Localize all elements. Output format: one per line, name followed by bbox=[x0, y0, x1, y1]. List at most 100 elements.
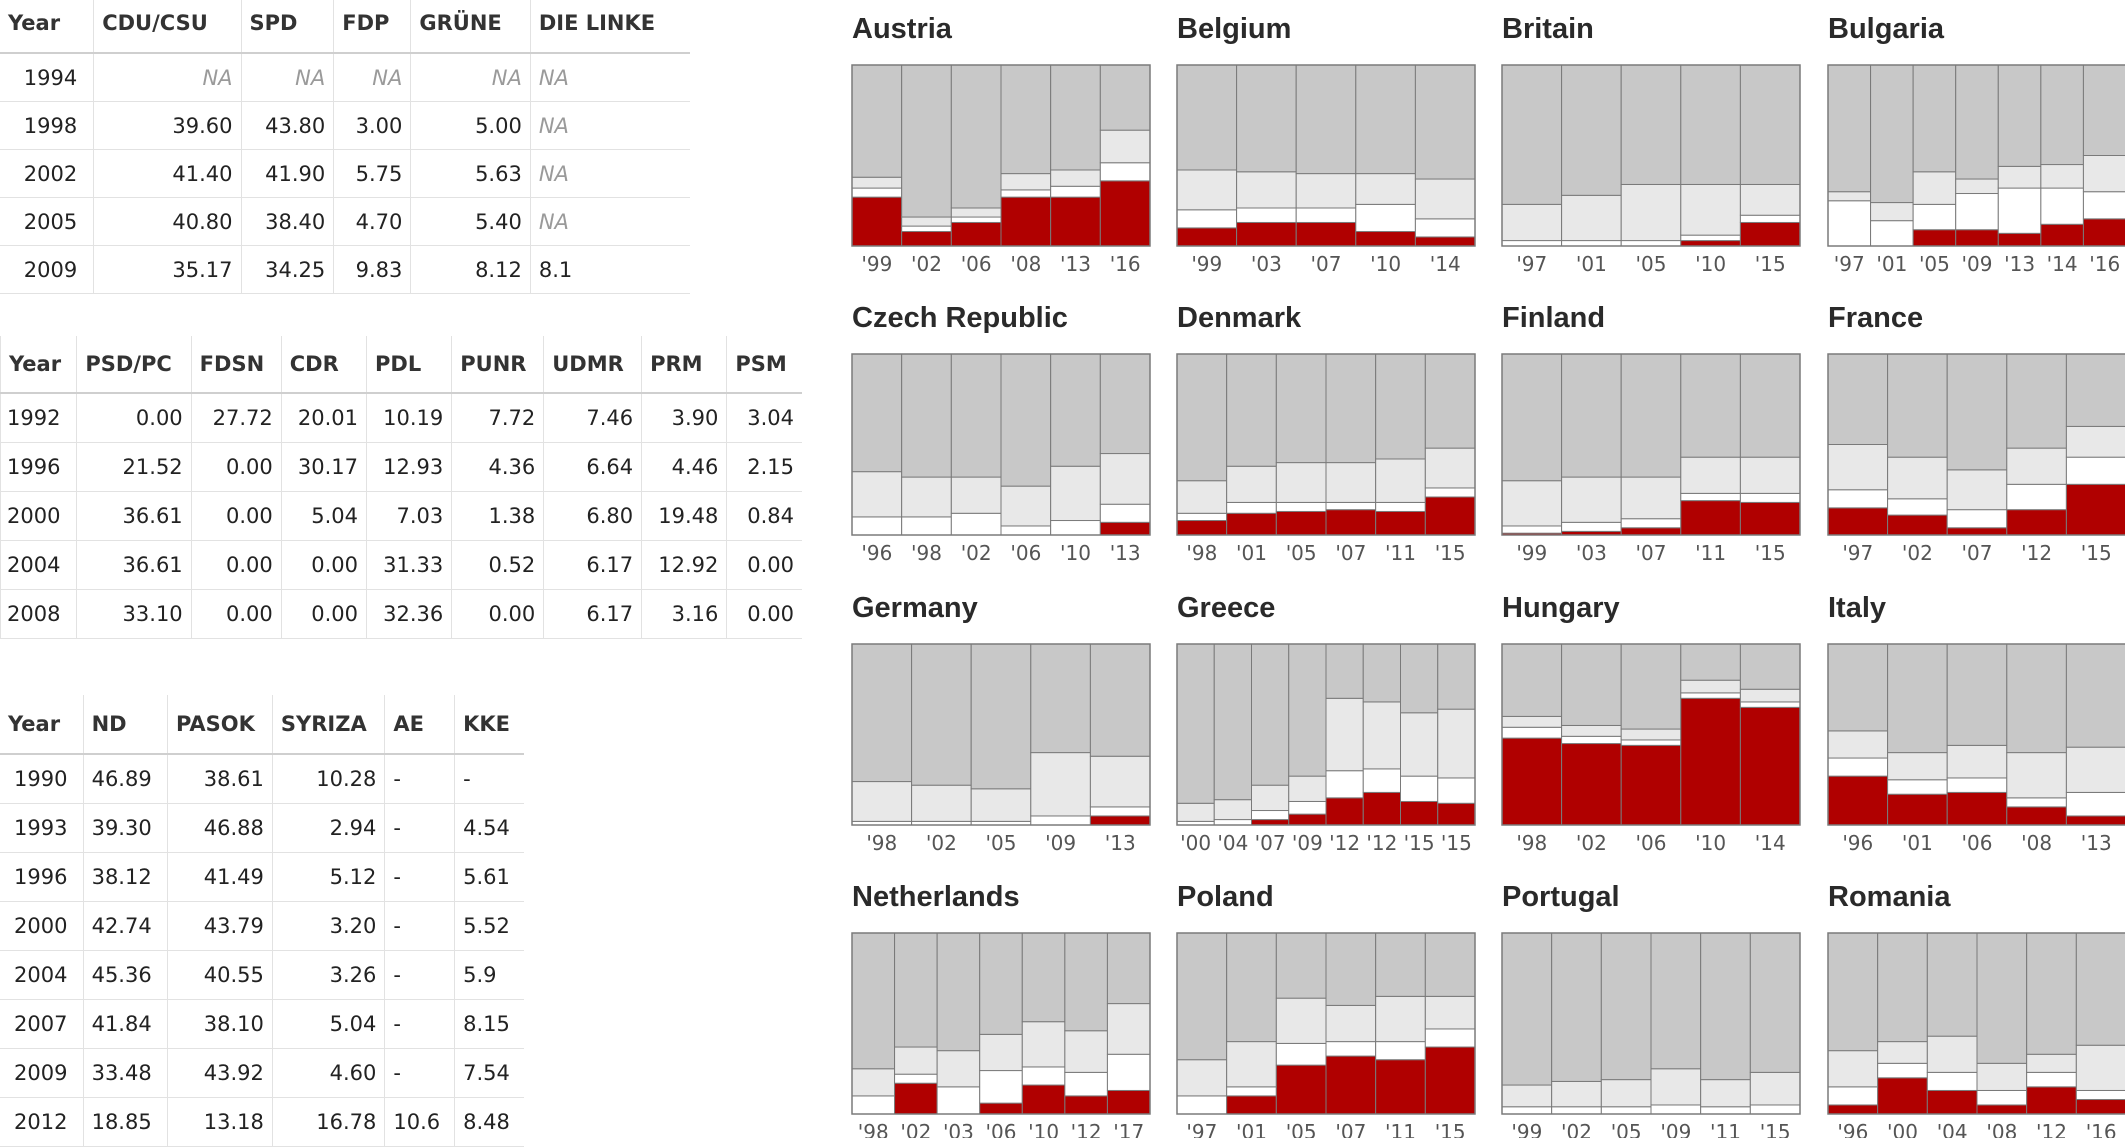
table-cell: 2009 bbox=[0, 1048, 84, 1098]
stacked-bar-segment bbox=[1600, 1106, 1652, 1115]
stacked-bar-segment bbox=[1620, 240, 1682, 247]
stacked-bar-segment bbox=[1400, 775, 1439, 802]
stacked-bar-segment bbox=[851, 471, 903, 518]
stacked-bar-segment bbox=[894, 1046, 938, 1075]
stacked-bar-segment bbox=[1620, 728, 1682, 741]
table-cell: - bbox=[384, 999, 456, 1049]
column-header: AE bbox=[384, 695, 456, 755]
table-cell: 0.00 bbox=[190, 589, 282, 639]
stacked-bar-segment bbox=[1827, 64, 1872, 193]
table-cell: 41.49 bbox=[167, 852, 273, 902]
table-row: 2009 33.48 43.92 4.60-7.54 bbox=[0, 1048, 524, 1098]
country-chart: Netherlands '98 '02 '03 '06 '10 '12 '17 bbox=[851, 881, 1151, 1138]
column-header: CDU/CSU bbox=[93, 0, 242, 54]
stacked-bar-segment bbox=[1295, 221, 1357, 247]
stacked-bar-segment bbox=[1997, 165, 2042, 189]
stacked-bar-segment bbox=[1946, 509, 2008, 529]
x-tick-label: '02 bbox=[961, 541, 992, 565]
stacked-bar-segment bbox=[1827, 643, 1889, 732]
table-cell: 0.00 bbox=[726, 540, 802, 590]
stacked-bar-segment bbox=[1620, 353, 1682, 478]
stacked-bar-segment bbox=[1251, 810, 1290, 821]
stacked-bar-segment bbox=[1050, 64, 1101, 171]
x-tick-label: '02 bbox=[911, 252, 942, 276]
x-tick-label: '00 bbox=[1887, 1120, 1918, 1138]
stacked-bar-segment bbox=[1946, 527, 2008, 536]
table-cell: 2.15 bbox=[726, 442, 802, 492]
x-tick-label: '15 bbox=[2081, 541, 2112, 565]
country-chart: Denmark '98 '01 '05 '07 '11 '15 bbox=[1176, 302, 1476, 565]
stacked-bar-segment bbox=[1955, 64, 1999, 180]
stacked-bar-segment bbox=[1827, 1104, 1879, 1115]
stacked-bar-segment bbox=[1926, 932, 1978, 1037]
stacked-bar-segment bbox=[1089, 755, 1151, 808]
x-tick-label: '98 bbox=[1186, 541, 1217, 565]
column-header: PUNR bbox=[451, 336, 545, 394]
table-cell: 1996 bbox=[0, 852, 84, 902]
table-cell: 34.25 bbox=[241, 245, 335, 294]
stacked-bar-segment bbox=[1176, 169, 1238, 211]
column-header: PDL bbox=[366, 336, 453, 394]
stacked-bar-segment bbox=[901, 64, 952, 218]
stacked-bar-segment bbox=[1275, 353, 1327, 464]
table-cell: 7.03 bbox=[365, 491, 453, 541]
stacked-bar-segment bbox=[1739, 643, 1801, 690]
table-cell: 3.16 bbox=[641, 589, 728, 639]
stacked-bar-segment bbox=[1375, 501, 1426, 512]
stacked-bar-segment bbox=[1739, 221, 1801, 247]
x-tick-label: '12 bbox=[1366, 831, 1397, 855]
x-tick-label: '16 bbox=[1110, 252, 1141, 276]
x-tick-label: '07 bbox=[1962, 541, 1993, 565]
x-tick-label: '03 bbox=[1251, 252, 1282, 276]
x-tick-label: '17 bbox=[1113, 1120, 1144, 1138]
chart-title: Bulgaria bbox=[1828, 13, 1945, 45]
stacked-bar-segment bbox=[1213, 819, 1252, 826]
table-cell: 1.38 bbox=[451, 491, 545, 541]
stacked-bar-segment bbox=[1501, 353, 1563, 482]
stacked-bar-segment bbox=[1400, 800, 1439, 826]
stacked-bar-segment bbox=[1275, 1064, 1327, 1115]
stacked-bar-segment bbox=[1976, 1104, 2028, 1115]
plot-border bbox=[1176, 932, 1476, 1115]
table-cell: 12.93 bbox=[365, 442, 453, 492]
chart-title: Netherlands bbox=[852, 881, 1020, 913]
table-row: 2008 33.10 0.00 0.00 32.36 0.00 6.17 3.16 0.00 bbox=[0, 589, 802, 639]
stacked-bar-segment bbox=[1501, 203, 1563, 242]
stacked-bar-segment bbox=[1997, 187, 2042, 234]
column-header: SPD bbox=[241, 0, 335, 54]
table-cell: 2005 bbox=[0, 197, 95, 246]
table-cell: 4.54 bbox=[454, 803, 524, 853]
table-cell: - bbox=[384, 754, 456, 804]
stacked-bar-segment bbox=[1620, 643, 1682, 730]
stacked-bar-segment bbox=[1437, 643, 1476, 710]
stacked-bar-segment bbox=[1912, 171, 1957, 205]
stacked-bar-segment bbox=[1749, 1071, 1801, 1106]
stacked-bar-segment bbox=[1887, 643, 1948, 754]
stacked-bar-segment bbox=[1099, 353, 1151, 455]
x-tick-label: '14 bbox=[1755, 831, 1786, 855]
table-cell: 2004 bbox=[0, 540, 78, 590]
stacked-bar-segment bbox=[1877, 1077, 1928, 1115]
table-cell: 6.80 bbox=[543, 491, 643, 541]
stacked-bar-segment bbox=[2082, 64, 2125, 156]
table-cell: 4.36 bbox=[451, 442, 545, 492]
table-cell: 38.10 bbox=[167, 999, 273, 1049]
stacked-bar-segment bbox=[1099, 453, 1151, 505]
stacked-bar-segment bbox=[1000, 485, 1052, 527]
stacked-bar-segment bbox=[2065, 643, 2125, 748]
stacked-bar-segment bbox=[1946, 744, 2008, 779]
stacked-bar-segment bbox=[1325, 697, 1364, 772]
x-tick-label: '96 bbox=[1842, 831, 1873, 855]
stacked-bar-segment bbox=[1700, 932, 1751, 1081]
stacked-bar-segment bbox=[950, 207, 1002, 218]
x-tick-label: '98 bbox=[858, 1120, 889, 1138]
stacked-bar-segment bbox=[979, 1102, 1023, 1115]
stacked-bar-segment bbox=[1561, 240, 1622, 247]
country-chart: Germany '98 '02 '05 '09 '13 bbox=[851, 592, 1151, 855]
stacked-bar-segment bbox=[1739, 214, 1801, 223]
stacked-bar-segment bbox=[1739, 688, 1801, 703]
stacked-bar-segment bbox=[1325, 501, 1377, 511]
x-tick-label: '07 bbox=[1311, 252, 1342, 276]
x-tick-label: '04 bbox=[1937, 1120, 1968, 1138]
chart-title: Denmark bbox=[1177, 302, 1302, 334]
